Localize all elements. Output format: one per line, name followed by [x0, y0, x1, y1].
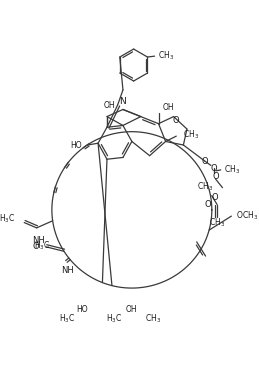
Text: CH$_3$: CH$_3$: [158, 49, 174, 61]
Text: H$_3$C: H$_3$C: [59, 312, 75, 324]
Text: NH: NH: [32, 236, 45, 245]
Text: OCH$_3$: OCH$_3$: [236, 210, 258, 222]
Text: HO: HO: [76, 305, 88, 314]
Text: CH$_3$: CH$_3$: [209, 216, 225, 229]
Text: OH: OH: [126, 305, 138, 314]
Text: HO: HO: [70, 141, 82, 149]
Text: CH$_3$: CH$_3$: [183, 128, 199, 141]
Text: CH$_3$: CH$_3$: [224, 164, 240, 176]
Text: O: O: [212, 172, 219, 181]
Text: O: O: [211, 193, 218, 202]
Text: H$_3$C: H$_3$C: [106, 312, 122, 324]
Text: O: O: [173, 116, 179, 125]
Text: OH: OH: [163, 103, 175, 112]
Text: OH: OH: [104, 101, 116, 110]
Text: CH$_3$: CH$_3$: [145, 312, 161, 324]
Text: CH$_3$: CH$_3$: [197, 181, 214, 193]
Text: H$_3$C: H$_3$C: [34, 239, 50, 252]
Text: O: O: [33, 242, 39, 251]
Text: O: O: [210, 164, 217, 173]
Text: NH: NH: [61, 266, 74, 275]
Text: H$_3$C: H$_3$C: [0, 213, 15, 225]
Text: O: O: [202, 157, 208, 165]
Text: O: O: [205, 200, 212, 209]
Text: N: N: [119, 97, 126, 106]
